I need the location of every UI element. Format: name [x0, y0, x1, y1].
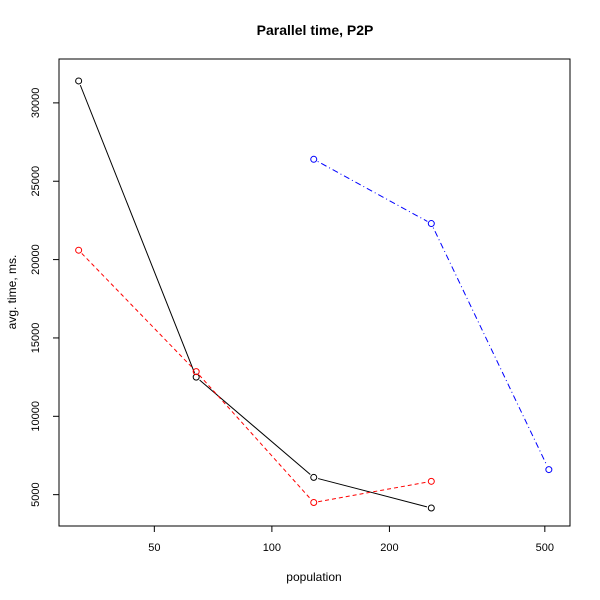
x-tick-label: 500 — [536, 542, 554, 554]
series-line-segment — [317, 161, 428, 222]
series-line-segment — [81, 253, 194, 369]
y-tick-label: 25000 — [30, 166, 42, 197]
data-point — [427, 220, 435, 228]
series-layer — [75, 77, 553, 512]
series-line-segment — [318, 481, 427, 503]
series-1 — [75, 77, 435, 512]
x-tick-label: 200 — [380, 542, 398, 554]
data-point — [310, 498, 318, 506]
data-point — [75, 77, 83, 85]
data-point — [192, 373, 200, 381]
y-tick-label: 15000 — [30, 323, 42, 354]
series-line-segment — [79, 84, 196, 374]
data-point — [427, 477, 435, 485]
data-point — [310, 473, 318, 481]
data-point — [545, 466, 553, 474]
x-axis-label: population — [286, 570, 341, 584]
x-axis: 50 100 200 500 — [148, 525, 554, 554]
data-point — [75, 246, 83, 254]
y-tick-label: 30000 — [30, 88, 42, 119]
x-tick-label: 100 — [263, 542, 281, 554]
series-line-segment — [199, 379, 311, 475]
chart-title: Parallel time, P2P — [257, 22, 374, 38]
series-3 — [310, 155, 553, 474]
y-tick-label: 5000 — [30, 482, 42, 506]
data-point — [310, 155, 318, 163]
y-axis: 5000 10000 15000 20000 25000 30000 — [30, 88, 59, 507]
x-tick-label: 50 — [148, 542, 160, 554]
series-line-segment — [432, 227, 548, 466]
plot-area-frame — [58, 58, 571, 527]
series-line-segment — [317, 478, 428, 508]
data-point — [192, 368, 200, 376]
data-point — [427, 504, 435, 512]
series-2 — [75, 246, 435, 506]
y-tick-label: 20000 — [30, 244, 42, 275]
y-axis-label: avg. time, ms. — [5, 255, 19, 330]
y-tick-label: 10000 — [30, 401, 42, 432]
